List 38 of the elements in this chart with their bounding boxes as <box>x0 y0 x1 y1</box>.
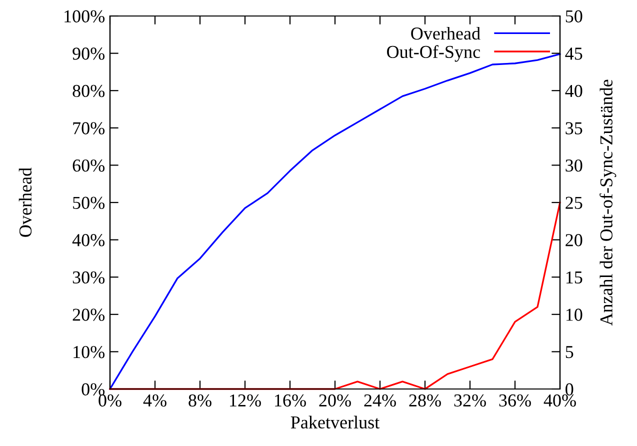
y-tick-label: 70% <box>73 122 105 134</box>
y-tick-label: 40% <box>72 234 105 246</box>
x-tick-label: 28% <box>409 394 441 407</box>
y-tick-label: 20% <box>72 308 105 321</box>
y2-tick-label: 45 <box>565 48 582 60</box>
y2-tick-label: 15 <box>566 271 582 284</box>
y-tick-label: 60% <box>72 159 105 172</box>
y2-tick-label: 30 <box>566 159 582 172</box>
y2-axis-title: Anzahl der Out-of-Sync-Zustände <box>600 80 616 326</box>
x-tick-label: 4% <box>143 394 166 407</box>
y2-tick-label: 50 <box>566 10 582 22</box>
y-tick-label: 80% <box>72 84 105 98</box>
y-tick-label: 100% <box>64 10 105 22</box>
x-tick-label: 12% <box>230 394 261 407</box>
y2-tick-label: 25 <box>566 196 582 209</box>
y2-tick-label: 40 <box>565 84 582 98</box>
y2-tick-label: 35 <box>566 122 582 134</box>
x-tick-label: 8% <box>188 394 212 407</box>
x-tick-label: 32% <box>454 394 486 407</box>
y2-tick-label: 10 <box>566 308 582 321</box>
y-axis-title: Overhead <box>18 168 32 237</box>
y-tick-label: 90% <box>72 48 105 60</box>
y2-tick-label: 20 <box>566 234 582 246</box>
legend-label: Overhead <box>411 26 480 40</box>
y2-tick-label: 0 <box>566 383 574 396</box>
y-tick-label: 50% <box>73 196 105 209</box>
x-tick-label: 36% <box>499 394 531 407</box>
y-tick-label: 30% <box>72 271 105 284</box>
legend-label: Out-Of-Sync <box>387 45 480 62</box>
x-tick-label: 40% <box>544 394 576 407</box>
x-tick-label: 16% <box>275 394 306 407</box>
y2-tick-label: 5 <box>566 346 574 358</box>
y-tick-label: 0% <box>82 383 105 396</box>
y-tick-label: 10% <box>74 346 105 358</box>
x-tick-label: 0% <box>98 394 122 407</box>
x-tick-label: 20% <box>319 394 351 407</box>
x-axis-title: Paketverlust <box>290 416 380 428</box>
x-tick-label: 24% <box>364 394 396 407</box>
